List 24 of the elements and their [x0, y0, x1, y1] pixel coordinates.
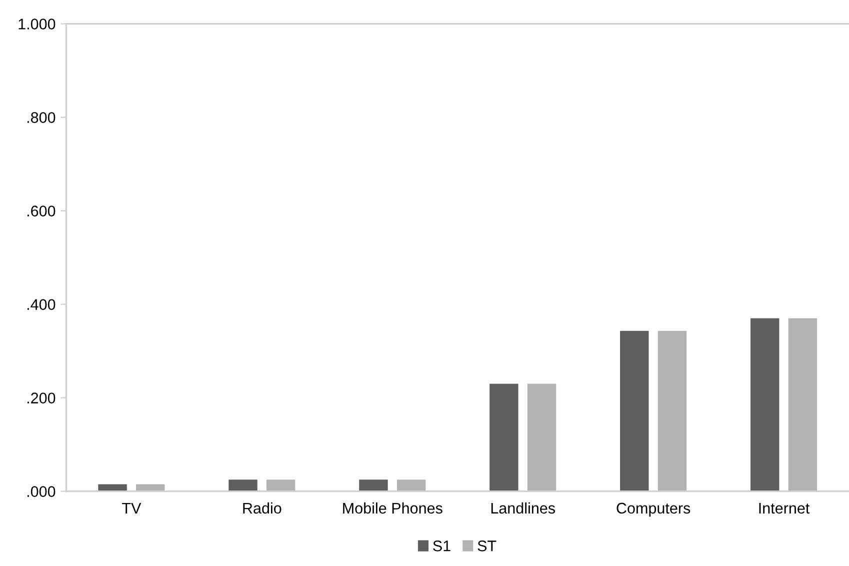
bar	[490, 384, 518, 492]
y-tick-label: 1.000	[18, 18, 56, 30]
bar	[527, 384, 556, 492]
y-tick-label: .800	[27, 112, 56, 123]
bar	[788, 318, 818, 492]
legend-label: S1	[433, 540, 450, 552]
x-tick-label: Mobile Phones	[343, 502, 442, 514]
x-tick-label: Computers	[616, 502, 690, 517]
bar	[658, 330, 687, 492]
bar	[359, 480, 388, 492]
x-tick-label: Radio	[243, 502, 282, 514]
y-tick-label: .000	[27, 486, 56, 497]
x-tick-label: Landlines	[491, 502, 555, 514]
x-tick-label: TV	[122, 502, 142, 514]
x-tick-label: Internet	[759, 502, 810, 514]
bar	[266, 480, 296, 492]
y-tick-label: .400	[27, 299, 56, 310]
bar	[396, 480, 426, 492]
y-tick-label: .200	[27, 392, 56, 404]
bar	[228, 480, 258, 492]
legend-label: ST	[478, 540, 496, 552]
y-tick-label: .600	[27, 206, 56, 216]
bar	[620, 330, 649, 492]
bar	[750, 318, 780, 492]
